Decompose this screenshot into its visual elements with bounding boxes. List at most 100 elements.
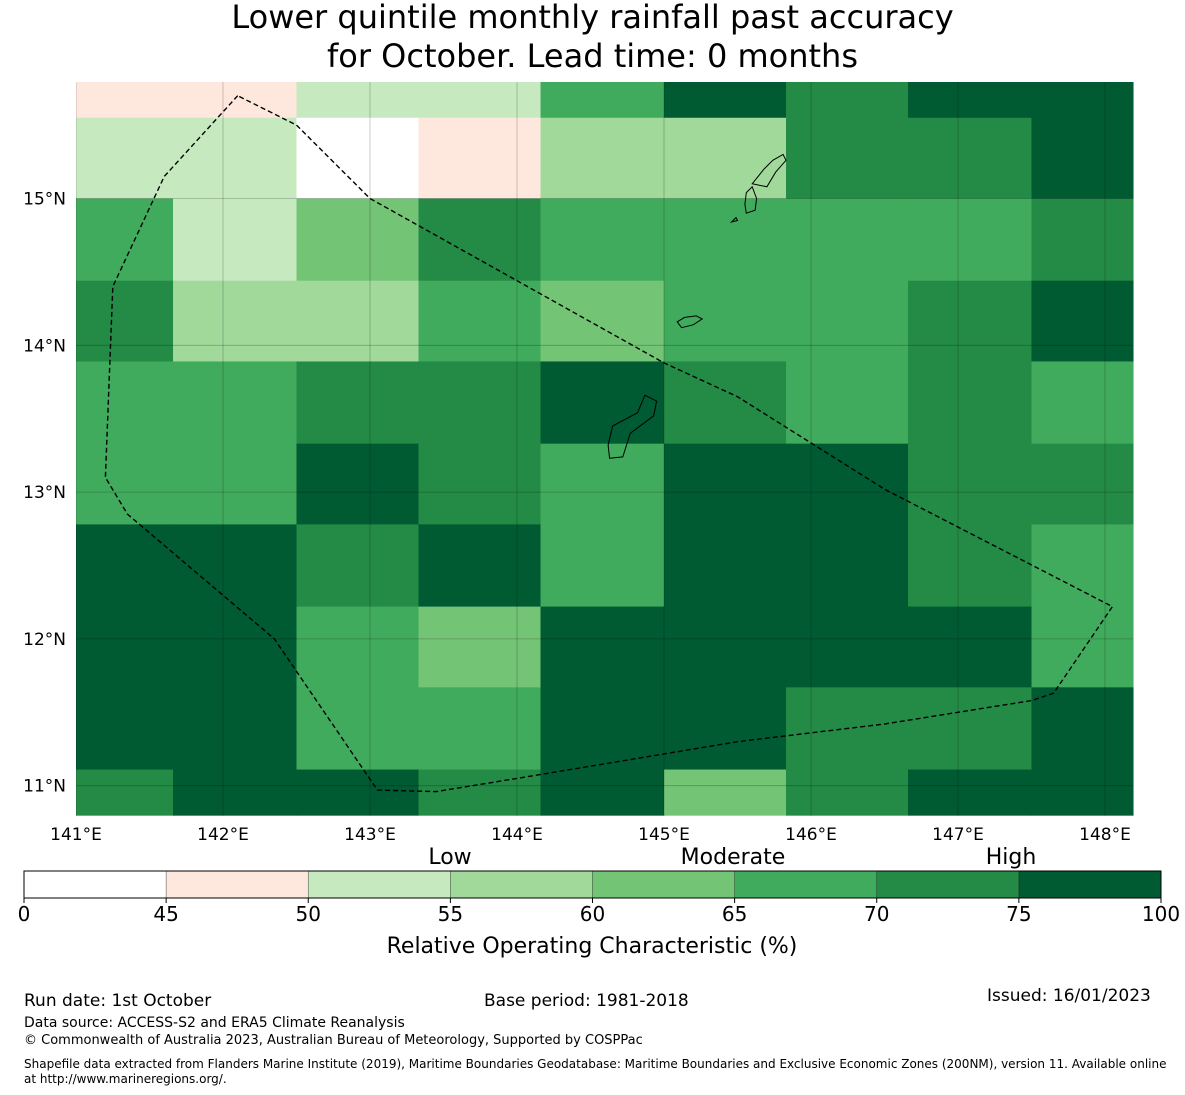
- heatmap-cell: [1031, 606, 1134, 688]
- graticule: [76, 82, 1133, 816]
- heatmap-cell: [173, 361, 298, 445]
- heatmap-cell: [296, 524, 420, 608]
- heatmap-cell: [664, 443, 787, 525]
- heatmap-cell: [664, 769, 787, 816]
- heatmap-cell: [418, 82, 542, 119]
- heatmap-cell: [418, 524, 542, 608]
- heatmap-cell: [173, 82, 298, 119]
- colorbar-category-label: Low: [428, 845, 471, 870]
- heatmap-cell: [76, 524, 174, 608]
- colorbar: 0 45 50 55 60 65 70 75 100 Low Moderate High Relativ…: [18, 845, 1180, 959]
- x-tick-label: 141°E: [50, 825, 102, 845]
- rainfall-accuracy-map: 141°E 142°E 143°E 144°E 145°E 146°E 147°E 148°E…: [23, 82, 1134, 845]
- heatmap-cell: [173, 117, 298, 200]
- colorbar-category-label: High: [986, 845, 1037, 870]
- colorbar-tick-label: 45: [153, 902, 178, 926]
- colorbar-tick-label: 65: [722, 902, 747, 926]
- heatmap-cell: [173, 280, 298, 363]
- y-tick-label: 12°N: [23, 630, 66, 650]
- heatmap-cell: [418, 361, 542, 445]
- heatmap-cell: [1031, 687, 1134, 771]
- colorbar-tick-label: 55: [438, 902, 463, 926]
- heatmap-cell: [540, 361, 665, 445]
- heatmap-cell: [296, 606, 420, 688]
- heatmap-cell: [296, 198, 420, 282]
- colorbar-title: Relative Operating Characteristic (%): [387, 934, 798, 959]
- heatmap-cell: [786, 361, 909, 445]
- heatmap-cell: [908, 82, 1033, 119]
- heatmap-cell: [908, 524, 1033, 608]
- heatmap-cell: [173, 687, 298, 771]
- heatmap-cell: [1031, 117, 1134, 200]
- heatmap-cell: [664, 361, 787, 445]
- heatmap-cell: [76, 198, 174, 282]
- heatmap-cell: [540, 769, 665, 816]
- heatmap-cell: [540, 117, 665, 200]
- heatmap-cell: [1031, 769, 1134, 816]
- heatmap-cell: [296, 82, 420, 119]
- heatmap-cell: [173, 606, 298, 688]
- chart-title: Lower quintile monthly rainfall past acc…: [0, 0, 1185, 76]
- heatmap-cell: [908, 198, 1033, 282]
- heatmap-cell: [786, 606, 909, 688]
- heatmap-cell: [76, 606, 174, 688]
- heatmap-cell: [540, 687, 665, 771]
- heatmap-cell: [908, 280, 1033, 363]
- heatmap-cell: [418, 443, 542, 525]
- eez-boundary: [104, 95, 1114, 793]
- heatmap-cell: [296, 769, 420, 816]
- heatmap-cell: [173, 198, 298, 282]
- heatmap-cell: [664, 117, 787, 200]
- heatmap-cell: [418, 280, 542, 363]
- colorbar-segment: [24, 871, 167, 898]
- heatmap-cell: [908, 606, 1033, 688]
- heatmap-cell: [540, 443, 665, 525]
- heatmap-cell: [418, 198, 542, 282]
- heatmap-cell: [664, 280, 787, 363]
- island-outline: [744, 185, 758, 214]
- issued-date: Issued: 16/01/2023: [987, 986, 1151, 1006]
- heatmap-cell: [296, 117, 420, 200]
- heatmap-cell: [540, 198, 665, 282]
- heatmap-cell: [76, 280, 174, 363]
- heatmap-cell: [1031, 443, 1134, 525]
- shapefile-attribution: Shapefile data extracted from Flanders M…: [24, 1057, 1167, 1086]
- colorbar-tick-label: 75: [1006, 902, 1031, 926]
- heatmap-cell: [76, 769, 174, 816]
- chart-title-line-2: for October. Lead time: 0 months: [327, 37, 858, 75]
- heatmap-cell: [786, 443, 909, 525]
- heatmap-cell: [908, 769, 1033, 816]
- heatmap-cell: [786, 117, 909, 200]
- heatmap-cell: [76, 82, 174, 119]
- copyright-notice: © Commonwealth of Australia 2023, Austra…: [24, 1033, 643, 1048]
- heatmap-cell: [76, 361, 174, 445]
- heatmap-cell: [76, 687, 174, 771]
- x-tick-label: 142°E: [197, 825, 249, 845]
- heatmap-cell: [418, 606, 542, 688]
- heatmap-cell: [173, 524, 298, 608]
- heatmap-cell: [664, 606, 787, 688]
- heatmap-cell: [786, 280, 909, 363]
- x-tick-label: 147°E: [932, 825, 984, 845]
- base-period: Base period: 1981-2018: [484, 991, 689, 1011]
- heatmap-cell: [664, 82, 787, 119]
- colorbar-segment: [166, 871, 309, 898]
- heatmap-cell: [173, 443, 298, 525]
- heatmap-cell: [418, 117, 542, 200]
- heatmap-cell: [786, 198, 909, 282]
- colorbar-segment: [1018, 871, 1161, 898]
- colorbar-tick-label: 0: [18, 902, 31, 926]
- colorbar-tick-label: 100: [1142, 902, 1180, 926]
- x-tick-label: 144°E: [491, 825, 543, 845]
- heatmap-cell: [540, 524, 665, 608]
- x-tick-label: 143°E: [344, 825, 396, 845]
- heatmap-cell: [664, 687, 787, 771]
- heatmap-cell: [1031, 361, 1134, 445]
- colorbar-segment: [450, 871, 593, 898]
- heatmap-cell: [908, 117, 1033, 200]
- heatmap-cell: [664, 198, 787, 282]
- heatmap-cell: [908, 687, 1033, 771]
- island-outline: [729, 216, 739, 223]
- heatmap-cell: [296, 280, 420, 363]
- heatmap-cell: [76, 443, 174, 525]
